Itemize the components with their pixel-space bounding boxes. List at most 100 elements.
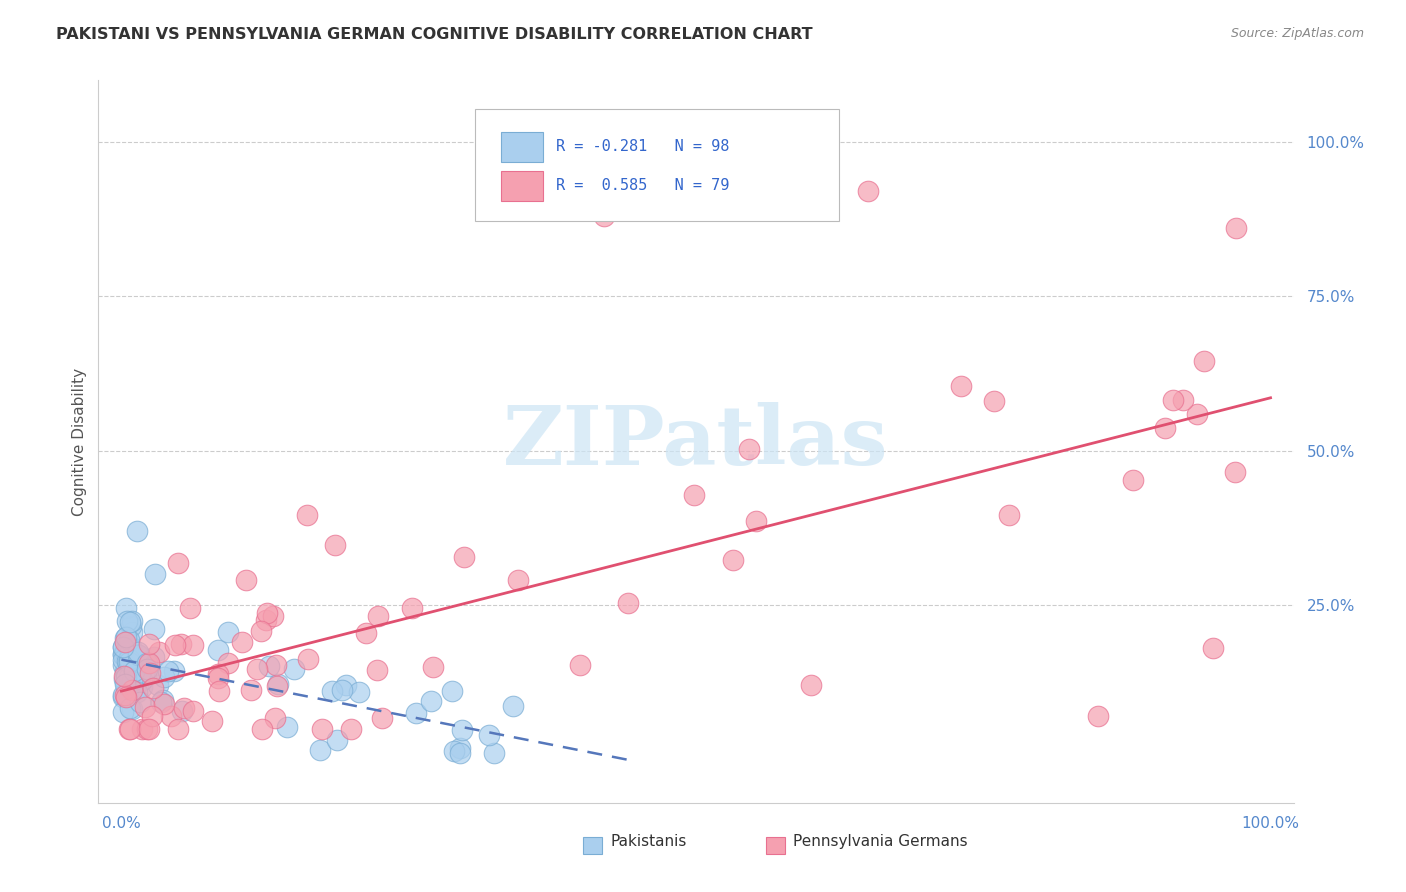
Point <box>121 674 143 689</box>
Point <box>1173 392 1195 407</box>
Point <box>217 624 239 639</box>
Text: Pennsylvania Germans: Pennsylvania Germans <box>793 834 967 849</box>
Point <box>172 704 194 718</box>
Point <box>254 613 277 627</box>
Point <box>152 697 174 711</box>
Point <box>156 664 179 678</box>
Point <box>120 619 142 633</box>
Point <box>125 658 148 673</box>
Point <box>181 638 204 652</box>
FancyBboxPatch shape <box>475 109 839 221</box>
Point <box>138 722 160 736</box>
Point <box>367 608 389 623</box>
Point <box>340 722 363 736</box>
Point <box>482 747 505 761</box>
Point <box>422 659 444 673</box>
Point <box>264 657 287 672</box>
Point <box>143 567 166 582</box>
Point <box>127 648 149 662</box>
Point <box>118 662 141 676</box>
Point <box>112 668 135 682</box>
Point <box>122 664 145 678</box>
Point <box>153 670 176 684</box>
Point <box>311 722 333 736</box>
Point <box>118 633 141 648</box>
Point <box>117 722 139 736</box>
Point <box>115 630 138 644</box>
Point <box>114 690 136 705</box>
Point <box>117 654 139 668</box>
Point <box>114 631 136 645</box>
Point <box>167 556 190 570</box>
Point <box>142 681 165 696</box>
Text: R = -0.281   N = 98: R = -0.281 N = 98 <box>557 139 730 154</box>
Point <box>122 647 145 661</box>
Point <box>349 685 371 699</box>
Point <box>114 665 136 680</box>
Point <box>121 671 143 685</box>
Point <box>321 684 343 698</box>
Point <box>744 514 766 528</box>
Point <box>207 667 229 681</box>
Point <box>450 723 472 737</box>
Point <box>405 706 427 721</box>
Point <box>1225 466 1247 480</box>
Point <box>800 678 823 692</box>
Point <box>179 601 201 615</box>
Point <box>111 658 134 673</box>
Point <box>983 394 1005 409</box>
Point <box>114 688 136 702</box>
Point <box>118 655 141 669</box>
Point <box>129 695 152 709</box>
Point <box>170 637 193 651</box>
Point <box>148 678 170 692</box>
Point <box>449 741 471 756</box>
Point <box>117 687 139 701</box>
Point <box>160 709 183 723</box>
Point <box>453 550 475 565</box>
Point <box>141 709 163 723</box>
Point <box>118 668 141 682</box>
Point <box>127 644 149 658</box>
Point <box>239 682 262 697</box>
Point <box>112 653 135 667</box>
Point <box>276 720 298 734</box>
Point <box>118 651 141 665</box>
Point <box>121 624 143 639</box>
Point <box>118 641 141 656</box>
Point <box>121 615 143 629</box>
Point <box>267 677 290 691</box>
Point <box>115 669 138 683</box>
Point <box>118 645 141 659</box>
Point <box>121 683 143 698</box>
Point <box>283 662 305 676</box>
Point <box>134 700 156 714</box>
Point <box>256 606 278 620</box>
Point <box>266 679 288 693</box>
Point <box>127 684 149 698</box>
Point <box>508 573 530 587</box>
Point <box>118 670 141 684</box>
Point <box>163 665 186 679</box>
Point <box>150 695 173 709</box>
Point <box>420 694 443 708</box>
Point <box>120 649 142 664</box>
Point <box>181 704 204 718</box>
Point <box>135 667 157 681</box>
Point <box>120 643 142 657</box>
Point <box>138 656 160 670</box>
Point <box>371 711 394 725</box>
Point <box>401 600 423 615</box>
Point <box>138 637 160 651</box>
Point <box>131 673 153 687</box>
Point <box>117 657 139 671</box>
Point <box>118 722 141 736</box>
Point <box>257 659 280 673</box>
Point <box>131 680 153 694</box>
Point <box>166 722 188 736</box>
Point <box>111 648 134 662</box>
Point <box>1154 420 1177 434</box>
Point <box>235 573 257 587</box>
Point <box>165 638 187 652</box>
Point <box>125 664 148 678</box>
